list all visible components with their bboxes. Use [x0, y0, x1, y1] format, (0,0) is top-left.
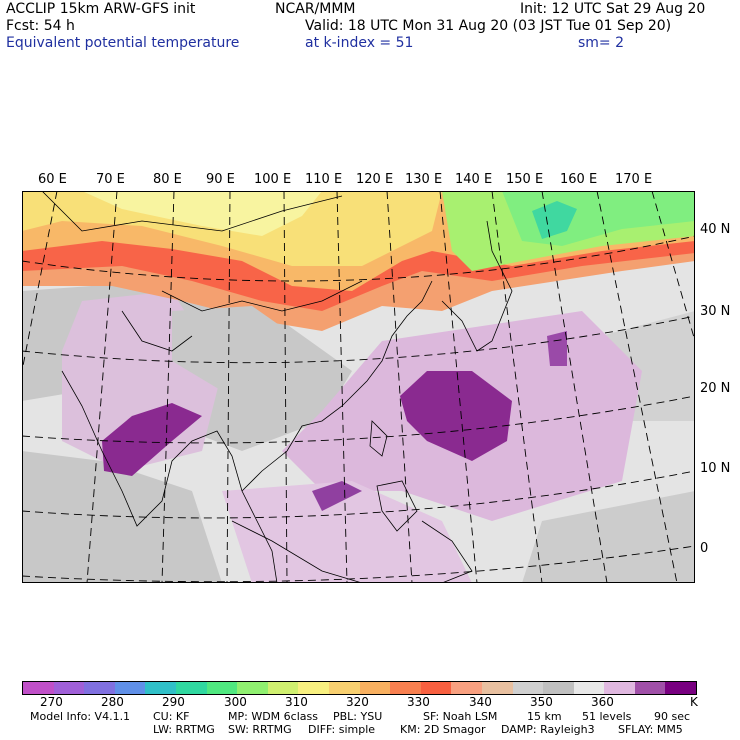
colorbar-swatch	[390, 682, 421, 694]
colorbar-swatch	[175, 682, 207, 694]
footer-sf: SF: Noah LSM	[423, 710, 498, 723]
lon-label: 170 E	[615, 172, 653, 187]
footer-damp: DAMP: Rayleigh3	[501, 723, 595, 736]
colorbar	[22, 681, 697, 695]
colorbar-swatch	[237, 682, 268, 694]
colorbar-swatch	[206, 682, 238, 694]
colorbar-swatch	[543, 682, 574, 694]
lat-label: 10 N	[700, 461, 731, 476]
lat-label: 20 N	[700, 381, 731, 396]
lon-label: 80 E	[153, 172, 182, 187]
lon-label: 100 E	[254, 172, 292, 187]
colorbar-swatch	[114, 682, 146, 694]
colorbar-swatch	[53, 682, 85, 694]
colorbar-tick: 350	[530, 695, 553, 709]
colorbar-swatch	[298, 682, 329, 694]
lon-label: 140 E	[455, 172, 493, 187]
footer-model-info: Model Info: V4.1.1	[30, 710, 131, 723]
footer-timestep: 90 sec	[654, 710, 691, 723]
valid-time: Valid: 18 UTC Mon 31 Aug 20 (03 JST Tue …	[305, 18, 672, 34]
colorbar-unit: K	[690, 695, 698, 709]
colorbar-swatch	[604, 682, 635, 694]
footer-sw: SW: RRTMG	[228, 723, 292, 736]
colorbar-tick: 360	[591, 695, 614, 709]
colorbar-swatch	[420, 682, 452, 694]
footer-km: KM: 2D Smagor	[400, 723, 486, 736]
lat-label: 30 N	[700, 304, 731, 319]
colorbar-swatch	[328, 682, 360, 694]
footer-sflay: SFLAY: MM5	[618, 723, 683, 736]
colorbar-swatch	[665, 682, 697, 694]
lon-label: 110 E	[305, 172, 343, 187]
footer-lw: LW: RRTMG	[153, 723, 215, 736]
footer-diff: DIFF: simple	[308, 723, 376, 736]
lon-label: 120 E	[356, 172, 394, 187]
colorbar-tick: 290	[162, 695, 185, 709]
footer-pbl: PBL: YSU	[333, 710, 383, 723]
forecast-hour: Fcst: 54 h	[6, 18, 75, 34]
colorbar-swatch	[481, 682, 513, 694]
colorbar-swatch	[145, 682, 176, 694]
org-label: NCAR/MMM	[275, 1, 356, 17]
field-name: Equivalent potential temperature	[6, 35, 240, 51]
colorbar-swatch	[359, 682, 391, 694]
colorbar-swatch	[84, 682, 115, 694]
colorbar-swatch	[451, 682, 482, 694]
colorbar-swatch	[267, 682, 299, 694]
smoothing-label: sm= 2	[578, 35, 625, 51]
colorbar-swatch	[634, 682, 666, 694]
footer-mp: MP: WDM 6class	[228, 710, 318, 723]
level-label: at k-index = 51	[305, 35, 414, 51]
map-panel	[22, 191, 695, 583]
colorbar-tick: 270	[40, 695, 63, 709]
lon-label: 150 E	[506, 172, 544, 187]
lon-label: 160 E	[560, 172, 598, 187]
colorbar-tick: 330	[407, 695, 430, 709]
lat-label: 40 N	[700, 222, 731, 237]
colorbar-tick: 280	[101, 695, 124, 709]
lon-label: 130 E	[405, 172, 443, 187]
footer-cu: CU: KF	[153, 710, 190, 723]
colorbar-swatch	[23, 682, 54, 694]
lon-label: 70 E	[96, 172, 125, 187]
colorbar-tick: 340	[469, 695, 492, 709]
colorbar-swatch	[512, 682, 544, 694]
model-title: ACCLIP 15km ARW-GFS init	[6, 1, 196, 17]
colorbar-swatch	[573, 682, 605, 694]
colorbar-tick: 300	[224, 695, 247, 709]
colorbar-tick: 320	[346, 695, 369, 709]
footer-levels: 51 levels	[582, 710, 632, 723]
lon-label: 60 E	[38, 172, 67, 187]
lat-label: 0	[700, 541, 709, 556]
init-time: Init: 12 UTC Sat 29 Aug 20	[520, 1, 706, 17]
footer-resolution: 15 km	[527, 710, 562, 723]
colorbar-tick: 310	[285, 695, 308, 709]
lon-label: 90 E	[206, 172, 235, 187]
